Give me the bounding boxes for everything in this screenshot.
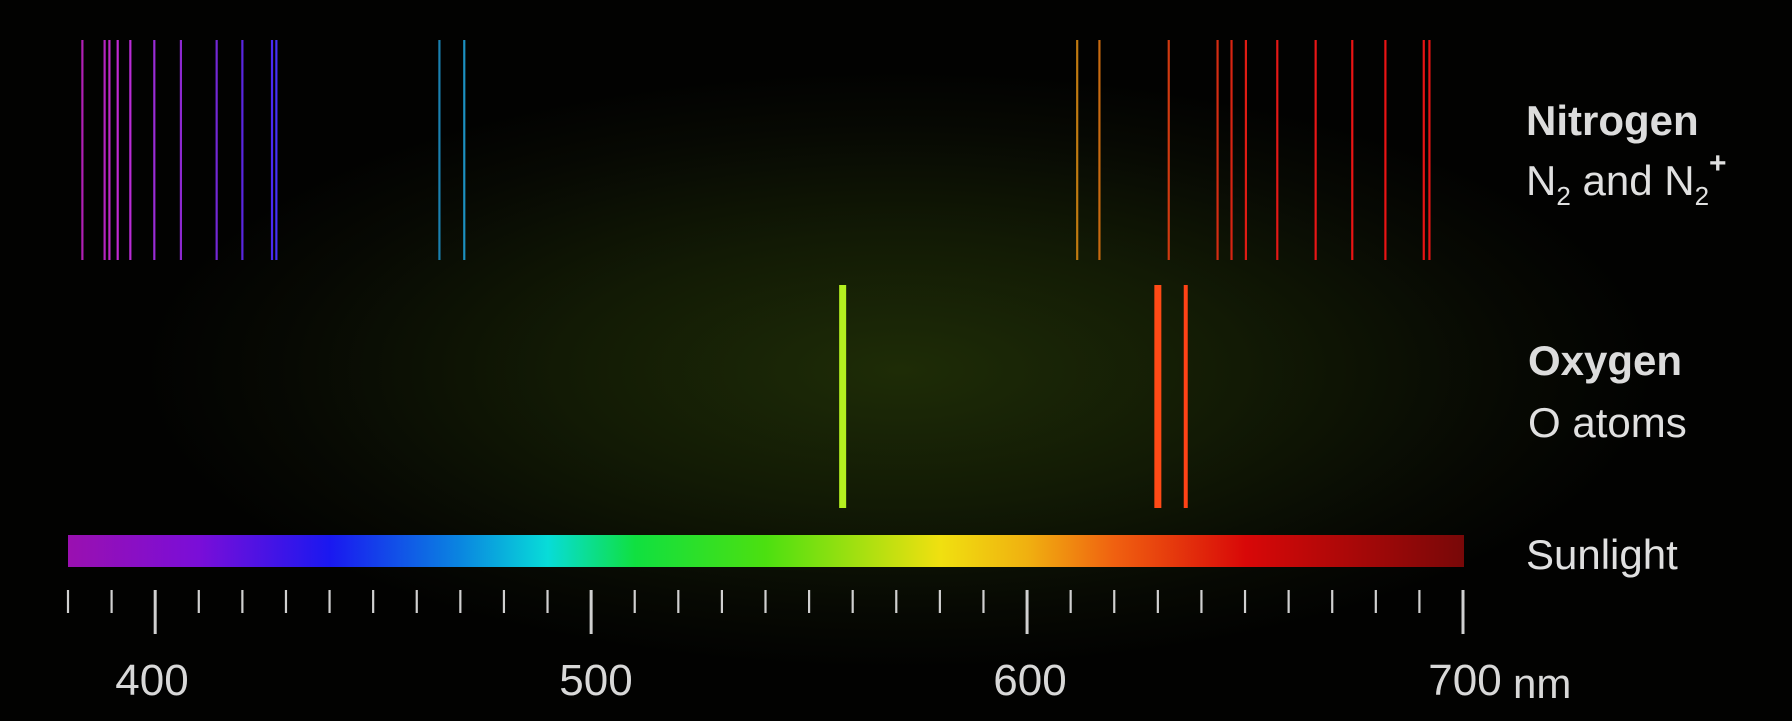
unit-label: nm (1513, 660, 1572, 707)
nitrogen-n2-subscript: 2 (1556, 181, 1571, 211)
sunlight-spectrum-bar (68, 535, 1464, 567)
tick-label-400: 400 (115, 656, 189, 705)
tick-label-600: 600 (993, 656, 1067, 705)
oxygen-subtitle: O atoms (1528, 399, 1687, 446)
oxygen-label: Oxygen O atoms (1528, 340, 1687, 444)
nitrogen-n2plus-superscript: + (1709, 147, 1727, 180)
oxygen-emission-lines (839, 285, 1188, 508)
nitrogen-formula: N2 and N2+ (1526, 149, 1727, 210)
oxygen-title: Oxygen (1528, 337, 1683, 384)
tick-label-500: 500 (559, 656, 633, 705)
nitrogen-n2plus-subscript: 2 (1694, 181, 1710, 211)
nitrogen-emission-lines (81, 40, 1431, 260)
wavelength-axis-ticks (66, 590, 1465, 634)
tick-label-700: 700 (1428, 656, 1502, 705)
nitrogen-label: Nitrogen N2 and N2+ (1526, 97, 1727, 210)
nitrogen-and-n-text: and N (1570, 157, 1695, 204)
sunlight-label: Sunlight (1526, 531, 1678, 578)
nitrogen-title: Nitrogen (1526, 97, 1699, 144)
nitrogen-n2-symbol: N (1526, 157, 1557, 204)
